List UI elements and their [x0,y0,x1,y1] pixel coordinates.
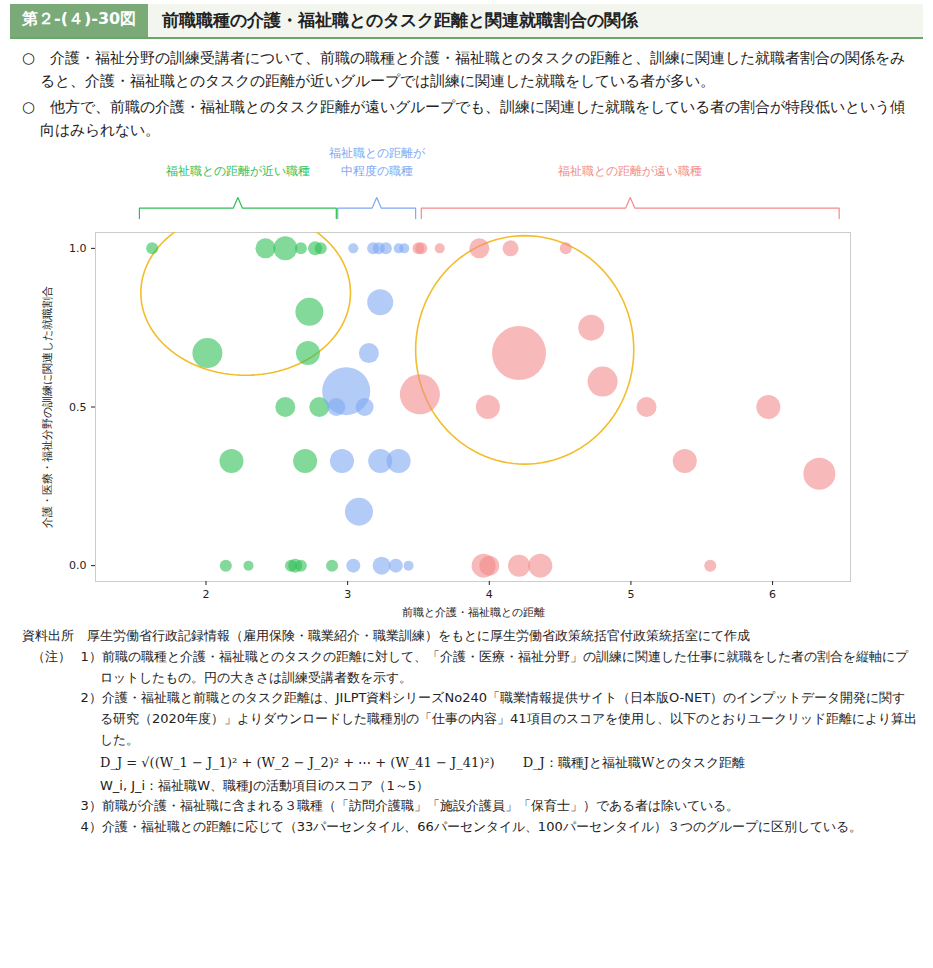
svg-text:3: 3 [344,588,351,601]
html-text:前職職種の介護・福祉職とのタスク距離と関連就職割合の関係: 前職職種の介護・福祉職とのタスク距離と関連就職割合の関係 [162,10,639,30]
svg-text:6: 6 [769,588,776,601]
html-text:○ 介護・福祉分野の訓練受講者について、前職の職種と介護・福: ○ 介護・福祉分野の訓練受講者について、前職の職種と介護・福祉職とのタスクの距離… [22,49,906,91]
html-text:D_J = √((W_1 − J_1)² + (W_2 −: D_J = √((W_1 − J_1)² + (W_2 − J_2)² + ⋯ … [100,754,495,770]
svg-text:0.0: 0.0 [69,559,87,572]
svg-text:福祉職との距離が遠い職種: 福祉職との距離が遠い職種 [558,164,702,178]
svg-text:5: 5 [627,588,634,601]
svg-text:4: 4 [486,588,493,601]
html-text:第２-(４)-30図: 第２-(４)-30図 [22,9,137,28]
html-text:資料出所 厚生労働省行政記録情報（雇用保険・職業紹介・職業訓: 資料出所 厚生労働省行政記録情報（雇用保険・職業紹介・職業訓練）をもとに厚生労働… [22,628,750,643]
html-text:3）前職が介護・福祉職に含まれる３職種（「訪問介護職」「施設: 3）前職が介護・福祉職に含まれる３職種（「訪問介護職」「施設介護員」「保育士」）… [80,798,739,814]
svg-text:介護・医療・福祉分野の訓練に関連した就職割合: 介護・医療・福祉分野の訓練に関連した就職割合 [41,286,54,528]
html-text:4）介護・福祉職との距離に応じて（33パーセンタイル、66パ: 4）介護・福祉職との距離に応じて（33パーセンタイル、66パーセンタイル、100… [80,819,862,835]
svg-text:0.5: 0.5 [69,401,87,414]
html-text:○ 他方で、前職の介護・福祉職とのタスク距離が遠いグループで: ○ 他方で、前職の介護・福祉職とのタスク距離が遠いグループでも、訓練に関連した就… [22,97,906,139]
svg-text:2: 2 [202,588,209,601]
svg-text:福祉職との距離が中程度の職種: 福祉職との距離が中程度の職種 [329,146,426,178]
svg-text:福祉職との距離が近い職種: 福祉職との距離が近い職種 [166,164,310,178]
html-text:2）介護・福祉職と前職とのタスク距離は、JILPT資料シリー: 2）介護・福祉職と前職とのタスク距離は、JILPT資料シリーズNo240「職業情… [80,690,917,747]
svg-text:1.0: 1.0 [69,242,87,255]
svg-text:前職と介護・福祉職との距離: 前職と介護・福祉職との距離 [402,606,545,619]
html-text:W_i, J_i：福祉職W、職種Jの活動項目iのスコア（1～: W_i, J_i：福祉職W、職種Jの活動項目iのスコア（1～5） [100,777,429,793]
html-text:（注）: （注） [31,648,71,664]
html-text:1）前職の職種と介護・福祉職とのタスクの距離に対して、「介護: 1）前職の職種と介護・福祉職とのタスクの距離に対して、「介護・医療・福祉分野」の… [80,648,908,685]
html-text:D_J：職種Jと福祉職Wとのタスク距離: D_J：職種Jと福祉職Wとのタスク距離 [522,754,746,770]
